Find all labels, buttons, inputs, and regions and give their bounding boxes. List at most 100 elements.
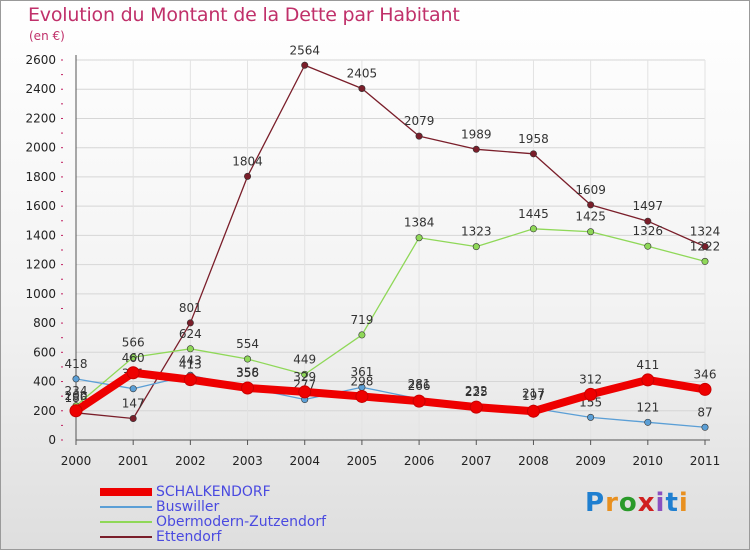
data-point — [186, 319, 194, 327]
data-label: 1804 — [232, 154, 263, 168]
data-point — [529, 150, 537, 158]
data-label: 460 — [122, 351, 145, 365]
data-label: 197 — [522, 389, 545, 403]
data-label: 266 — [408, 379, 431, 393]
data-label: 1958 — [518, 132, 549, 146]
data-point — [644, 242, 652, 250]
x-tick-label: 2011 — [690, 454, 721, 468]
data-point — [355, 389, 369, 403]
x-tick-label: 2003 — [232, 454, 263, 468]
legend-label: Obermodern-Zutzendorf — [156, 514, 327, 530]
y-tick-label: 200 — [33, 404, 56, 418]
x-tick-label: 2009 — [575, 454, 606, 468]
legend-swatch — [100, 488, 152, 496]
data-point — [358, 85, 366, 93]
y-tick-label: 2600 — [25, 53, 56, 67]
y-tick-label: 2000 — [25, 141, 56, 155]
data-point — [472, 145, 480, 153]
data-label: 361 — [350, 365, 373, 379]
data-point — [644, 217, 652, 225]
data-point — [529, 225, 537, 233]
data-point — [183, 373, 197, 387]
data-label: 1323 — [461, 225, 492, 239]
data-point — [644, 418, 652, 426]
data-point — [584, 387, 598, 401]
logo-letter: i — [655, 488, 666, 518]
data-point — [241, 381, 255, 395]
data-label: 121 — [636, 400, 659, 414]
x-tick-label: 2005 — [347, 454, 378, 468]
data-label: 87 — [697, 405, 712, 419]
data-point — [186, 345, 194, 353]
data-label: 449 — [293, 352, 316, 366]
legend-label: SCHALKENDORF — [156, 484, 271, 500]
data-point — [301, 61, 309, 69]
data-label: 298 — [350, 374, 373, 388]
data-point — [298, 385, 312, 399]
data-label: 232 — [465, 384, 488, 398]
data-label: 566 — [122, 335, 145, 349]
data-label: 801 — [179, 301, 202, 315]
data-point — [701, 423, 709, 431]
logo-letter: r — [605, 488, 619, 518]
y-tick-label: 800 — [33, 316, 56, 330]
data-label: 234 — [65, 384, 88, 398]
data-label: 1222 — [690, 239, 721, 253]
y-tick-label: 600 — [33, 345, 56, 359]
data-point — [129, 353, 137, 361]
data-point — [126, 366, 140, 380]
data-label: 2405 — [347, 67, 378, 81]
proxiti-logo: Proxiti — [585, 488, 689, 518]
data-label: 1425 — [575, 210, 606, 224]
data-label: 281 — [408, 377, 431, 391]
chart-title: Evolution du Montant de la Dette par Hab… — [28, 4, 460, 26]
legend-swatch — [100, 536, 152, 538]
data-label: 624 — [179, 327, 202, 341]
series-line-obermodern-zutzendorf — [75, 228, 706, 407]
data-point — [526, 404, 540, 418]
data-label: 2564 — [289, 43, 320, 57]
data-point — [587, 413, 595, 421]
logo-letter: i — [678, 488, 689, 518]
legend-label: Ettendorf — [156, 529, 222, 545]
y-tick-label: 2200 — [25, 111, 56, 125]
data-point — [129, 385, 137, 393]
data-label: 443 — [179, 353, 202, 367]
data-label: 1445 — [518, 207, 549, 221]
y-tick-label: 1400 — [25, 228, 56, 242]
data-label: 1609 — [575, 183, 606, 197]
data-point — [469, 400, 483, 414]
y-tick-label: 1800 — [25, 170, 56, 184]
y-tick-label: 400 — [33, 375, 56, 389]
data-point — [72, 375, 80, 383]
data-point — [415, 132, 423, 140]
data-label: 358 — [236, 366, 259, 380]
legend-swatch — [100, 521, 152, 523]
data-point — [701, 257, 709, 265]
data-point — [701, 242, 709, 250]
data-label: 217 — [522, 386, 545, 400]
x-tick-label: 2001 — [118, 454, 149, 468]
data-point — [244, 172, 252, 180]
data-point — [69, 404, 83, 418]
series-line-ettendorf — [75, 64, 706, 420]
data-point — [358, 331, 366, 339]
data-label: 418 — [65, 357, 88, 371]
x-tick-label: 2004 — [289, 454, 320, 468]
data-point — [587, 228, 595, 236]
data-label: 1497 — [633, 199, 664, 213]
data-label: 411 — [636, 358, 659, 372]
data-label: 1326 — [633, 224, 664, 238]
data-label: 1989 — [461, 127, 492, 141]
data-point — [587, 201, 595, 209]
data-point — [415, 234, 423, 242]
data-label: 329 — [293, 370, 316, 384]
data-label: 200 — [65, 389, 88, 403]
data-label: 147 — [122, 397, 145, 411]
logo-letter: o — [618, 488, 638, 518]
x-tick-label: 2006 — [404, 454, 435, 468]
x-tick-label: 2008 — [518, 454, 549, 468]
data-label: 225 — [465, 385, 488, 399]
x-tick-label: 2007 — [461, 454, 492, 468]
